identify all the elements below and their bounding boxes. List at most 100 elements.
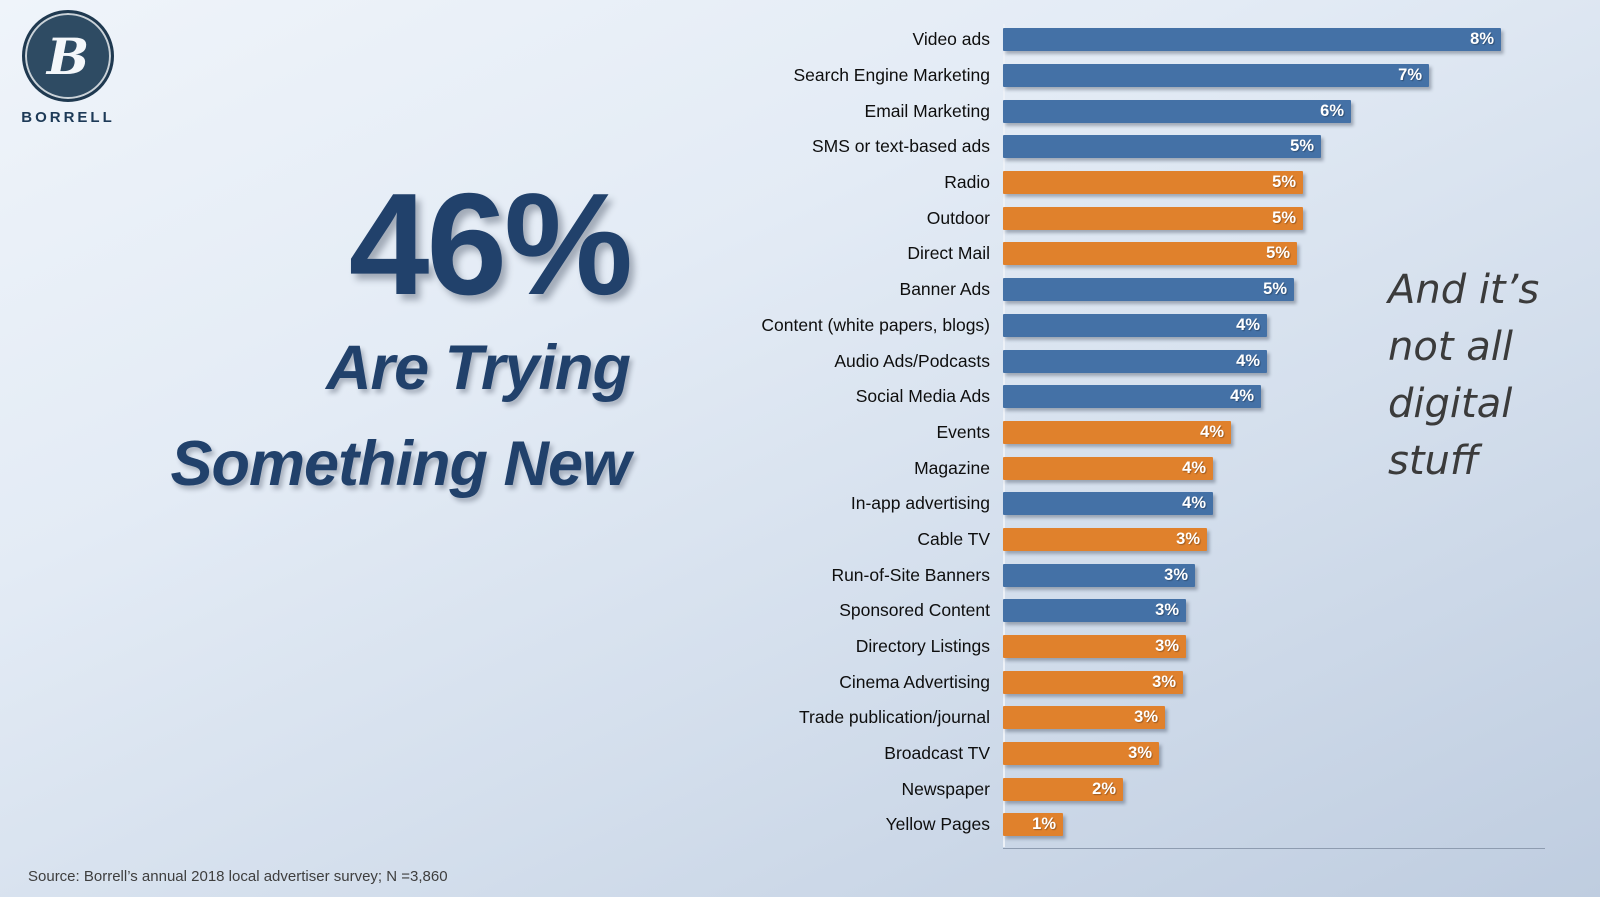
bar: 3%: [1003, 670, 1183, 694]
category-label: Email Marketing: [864, 100, 990, 121]
bar-track: 4%: [1003, 492, 1543, 516]
value-label: 3%: [1134, 708, 1158, 727]
value-label: 5%: [1266, 244, 1290, 263]
annotation-line-4: stuff: [1388, 438, 1479, 484]
bar: 4%: [1003, 456, 1213, 480]
bar-track: 2%: [1003, 777, 1543, 801]
bar-track: 6%: [1003, 99, 1543, 123]
bar-track: 5%: [1003, 171, 1543, 195]
category-label: Events: [936, 421, 991, 442]
annotation-line-1: And it’s: [1388, 267, 1540, 313]
category-label: Broadcast TV: [884, 743, 990, 764]
bar-track: 3%: [1003, 706, 1543, 730]
chart-row: Cinema Advertising 3%: [553, 664, 1545, 700]
chart-row: SMS or text-based ads 5%: [553, 129, 1545, 165]
borrell-logo-monogram-icon: B: [22, 10, 114, 102]
value-label: 3%: [1128, 744, 1152, 763]
annotation-line-2: not all: [1388, 324, 1513, 370]
headline-line-1: Are Trying: [326, 333, 631, 404]
bar: 5%: [1003, 242, 1297, 266]
bar: 7%: [1003, 64, 1429, 88]
bar: 3%: [1003, 563, 1195, 587]
category-label: Run-of-Site Banners: [831, 564, 990, 585]
chart-row: Newspaper 2%: [553, 771, 1545, 807]
bar-track: 5%: [1003, 242, 1543, 266]
value-label: 4%: [1200, 422, 1224, 441]
source-note: Source: Borrell’s annual 2018 local adve…: [28, 868, 448, 885]
chart-row: Video ads 8%: [553, 22, 1545, 58]
category-label: Social Media Ads: [855, 386, 990, 407]
category-label: Sponsored Content: [839, 600, 990, 621]
value-label: 4%: [1182, 494, 1206, 513]
bar: 3%: [1003, 635, 1186, 659]
chart-row: Yellow Pages 1%: [553, 807, 1545, 843]
value-label: 5%: [1290, 137, 1314, 156]
bar: 5%: [1003, 278, 1294, 302]
bar-track: 5%: [1003, 206, 1543, 230]
bar: 3%: [1003, 706, 1165, 730]
bar-track: 4%: [1003, 313, 1543, 337]
category-label: Banner Ads: [899, 279, 990, 300]
bar-track: 1%: [1003, 813, 1543, 837]
category-label: SMS or text-based ads: [812, 136, 990, 157]
chart-row: Banner Ads 5%: [553, 272, 1545, 308]
value-label: 4%: [1182, 458, 1206, 477]
bar: 1%: [1003, 813, 1063, 837]
bar: 6%: [1003, 99, 1351, 123]
chart-row: Magazine 4%: [553, 450, 1545, 486]
bar-track: 5%: [1003, 135, 1543, 159]
category-label: Video ads: [912, 29, 990, 50]
borrell-logo: B BORRELL: [12, 10, 124, 126]
bar: 4%: [1003, 349, 1267, 373]
value-label: 3%: [1155, 637, 1179, 656]
chart-row: In-app advertising 4%: [553, 486, 1545, 522]
bar: 3%: [1003, 599, 1186, 623]
category-label: Radio: [944, 172, 990, 193]
category-label: Yellow Pages: [885, 814, 990, 835]
category-label: Cinema Advertising: [839, 671, 990, 692]
chart-row: Events 4%: [553, 415, 1545, 451]
bar: 8%: [1003, 28, 1501, 52]
value-label: 3%: [1155, 601, 1179, 620]
category-label: Content (white papers, blogs): [761, 314, 990, 335]
bar: 2%: [1003, 777, 1123, 801]
headline-stat: 46%: [348, 163, 633, 325]
bar-track: 4%: [1003, 420, 1543, 444]
chart-row: Content (white papers, blogs) 4%: [553, 308, 1545, 344]
bar: 3%: [1003, 742, 1159, 766]
value-label: 4%: [1236, 315, 1260, 334]
bar: 4%: [1003, 420, 1231, 444]
category-label: Direct Mail: [907, 243, 990, 264]
bar-track: 3%: [1003, 599, 1543, 623]
bar-track: 3%: [1003, 742, 1543, 766]
bar: 3%: [1003, 527, 1207, 551]
chart-row: Social Media Ads 4%: [553, 379, 1545, 415]
bar-track: 8%: [1003, 28, 1543, 52]
bar-track: 4%: [1003, 456, 1543, 480]
category-label: Trade publication/journal: [799, 707, 990, 728]
category-label: Outdoor: [926, 207, 990, 228]
value-label: 3%: [1176, 529, 1200, 548]
chart-row: Cable TV 3%: [553, 522, 1545, 558]
borrell-wordmark: BORRELL: [21, 109, 115, 126]
bar-track: 3%: [1003, 670, 1543, 694]
chart-row: Outdoor 5%: [553, 200, 1545, 236]
bar-track: 4%: [1003, 385, 1543, 409]
bar-track: 3%: [1003, 563, 1543, 587]
bar-track: 4%: [1003, 349, 1543, 373]
bar: 5%: [1003, 171, 1303, 195]
category-label: Newspaper: [901, 778, 990, 799]
chart-row: Broadcast TV 3%: [553, 736, 1545, 772]
value-label: 3%: [1164, 565, 1188, 584]
value-label: 8%: [1470, 30, 1494, 49]
value-label: 2%: [1092, 779, 1116, 798]
annotation: And it’s not all digital stuff: [1388, 262, 1539, 490]
chart-row: Radio 5%: [553, 165, 1545, 201]
value-label: 5%: [1263, 280, 1287, 299]
annotation-line-3: digital: [1388, 381, 1513, 427]
bar: 5%: [1003, 135, 1321, 159]
chart-row: Search Engine Marketing 7%: [553, 58, 1545, 94]
category-label: Magazine: [914, 457, 990, 478]
bar-track: 3%: [1003, 527, 1543, 551]
bar-chart: Video ads 8% Search Engine Marketing 7% Emai…: [553, 22, 1545, 849]
